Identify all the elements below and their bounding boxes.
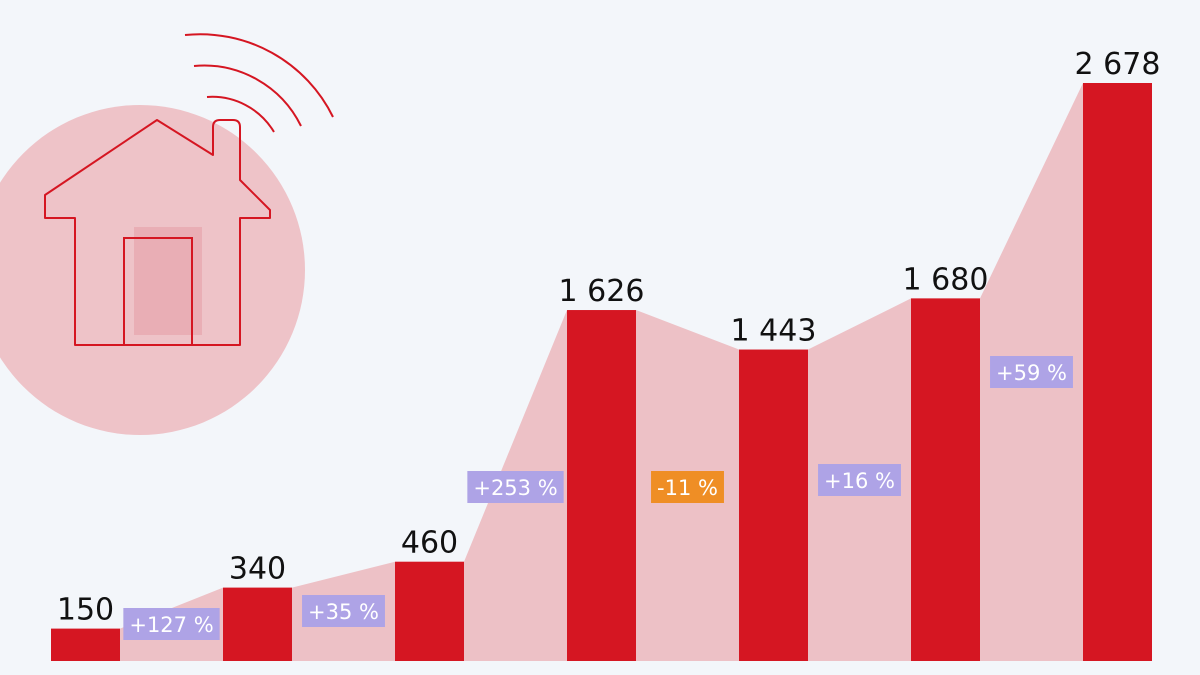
change-badge-bg-5: [818, 464, 901, 496]
change-label-6: +59 %: [996, 361, 1067, 385]
change-label-2: +35 %: [308, 600, 379, 624]
change-label-4: -11 %: [657, 476, 718, 500]
change-badge-5: +16 %: [818, 464, 901, 496]
house-door: [123, 237, 193, 346]
value-label-7: 2 678: [1075, 47, 1161, 82]
value-label-5: 1 443: [731, 314, 817, 349]
change-badge-3: +253 %: [467, 471, 564, 503]
bar-1: [51, 628, 120, 661]
wifi-wave-small: [206, 95, 275, 133]
value-label-2: 340: [229, 552, 286, 587]
bar-7: [1083, 83, 1152, 661]
door-fill: [134, 227, 202, 335]
change-badge-bg-1: [123, 608, 220, 640]
bar-6: [911, 298, 980, 661]
change-label-1: +127 %: [129, 613, 213, 637]
change-badge-6: +59 %: [990, 356, 1073, 388]
change-badges-layer: +127 % +35 % +253 % -11 % +16 % +59 %: [123, 356, 1073, 640]
bar-4: [567, 310, 636, 661]
house-outline: [44, 119, 271, 346]
wifi-wave-large: [184, 33, 334, 118]
change-badge-bg-4: [651, 471, 724, 503]
change-label-5: +16 %: [824, 469, 895, 493]
wifi-wave-medium: [193, 64, 302, 127]
value-label-6: 1 680: [903, 262, 989, 297]
value-label-4: 1 626: [559, 274, 645, 309]
change-label-3: +253 %: [473, 476, 557, 500]
change-badge-4: -11 %: [651, 471, 724, 503]
value-labels-layer: 150 340 460 1 626 1 443 1 680 2 678: [57, 47, 1161, 628]
value-label-1: 150: [57, 593, 114, 628]
bar-2: [223, 587, 292, 661]
bar-3: [395, 561, 464, 661]
change-badge-bg-3: [467, 471, 564, 503]
bars-layer: [51, 83, 1152, 661]
change-badge-1: +127 %: [123, 608, 220, 640]
change-badge-bg-6: [990, 356, 1073, 388]
bar-5: [739, 349, 808, 661]
change-badge-bg-2: [302, 595, 385, 627]
value-label-3: 460: [401, 526, 458, 561]
smart-home-wifi-icon: [0, 33, 334, 435]
change-badge-2: +35 %: [302, 595, 385, 627]
